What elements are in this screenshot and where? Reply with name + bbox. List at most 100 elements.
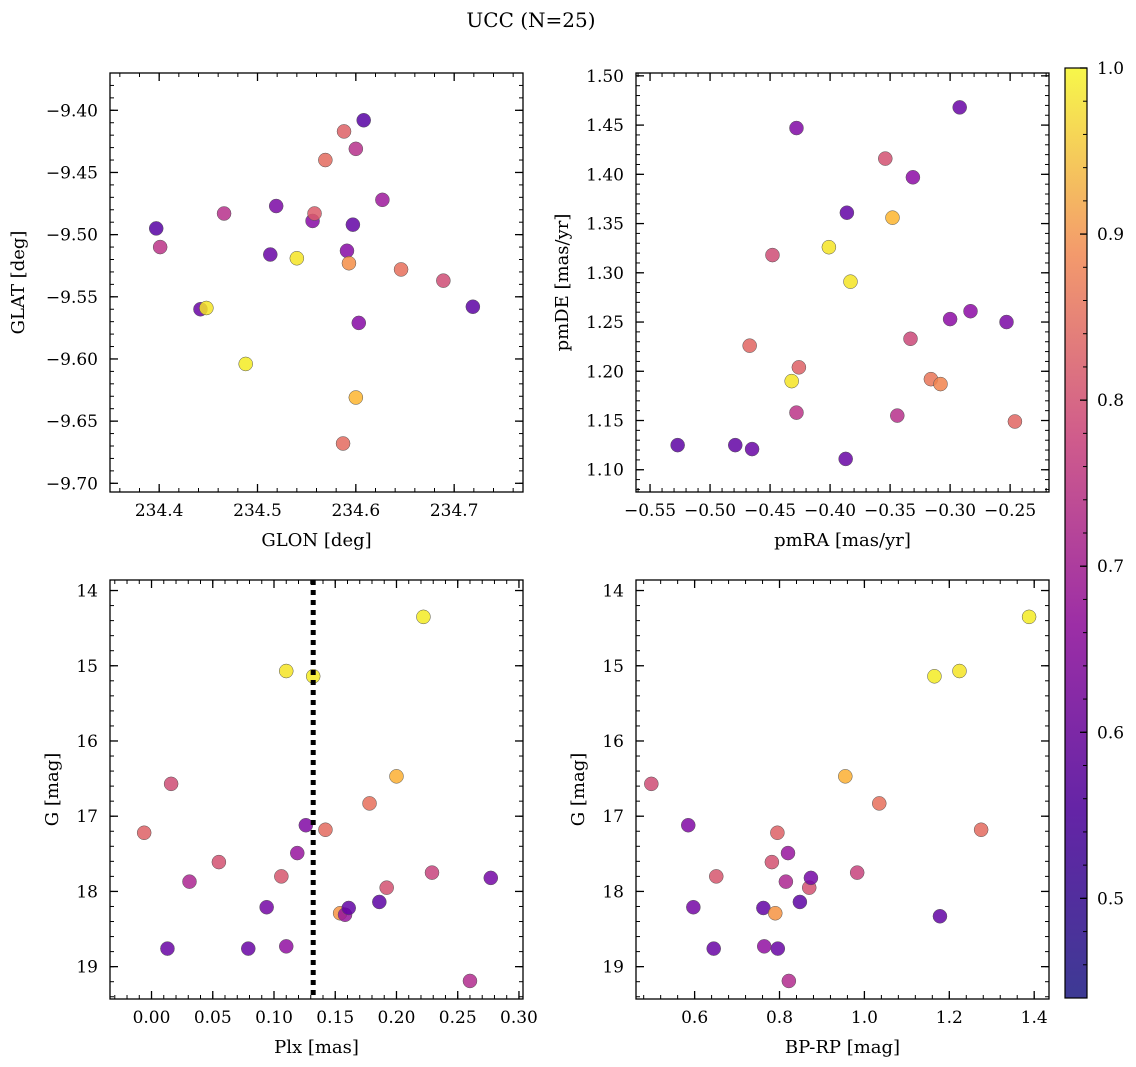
scatter-point: [462, 973, 478, 989]
scatter-point: [780, 845, 796, 861]
scatter-point: [199, 300, 214, 316]
scatter-point: [290, 845, 305, 861]
scatter-point: [839, 205, 855, 220]
colorbar-tick-label: 1.0: [1097, 59, 1124, 79]
scatter-point: [744, 441, 760, 457]
scatter-point: [770, 941, 786, 956]
axes-frame: [109, 579, 524, 1000]
scatter-point: [211, 854, 227, 870]
x-tick-label: 0.15: [316, 1008, 354, 1028]
x-tick-label: 0.00: [133, 1008, 171, 1028]
scatter-point: [765, 247, 780, 263]
y-tick-label: 17: [602, 807, 624, 827]
y-tick-label: 19: [602, 958, 624, 978]
scatter-point: [375, 192, 390, 208]
y-axis-label: G [mag]: [568, 753, 589, 826]
scatter-point: [416, 609, 431, 625]
y-tick-label: −9.45: [46, 163, 98, 183]
x-tick-label: 234.7: [430, 501, 479, 521]
minor-ticks: [110, 72, 523, 492]
scatter-point: [424, 865, 440, 880]
scatter-point: [791, 360, 807, 375]
scatter-point: [709, 869, 724, 884]
scatter-point: [268, 198, 284, 214]
scatter-point: [681, 817, 696, 833]
x-tick-label: 0.10: [255, 1008, 293, 1028]
y-tick-label: −9.70: [46, 474, 98, 494]
scatter-point: [789, 405, 804, 420]
y-tick-label: 18: [602, 882, 624, 902]
scatter-points: [644, 609, 1037, 989]
scatter-points: [136, 609, 499, 989]
y-tick-label: 1.25: [586, 313, 624, 333]
axes-frame: [635, 72, 1050, 493]
scatter-point: [905, 170, 921, 185]
scatter-point: [148, 221, 164, 236]
scatter-point: [307, 206, 322, 221]
scatter-point: [803, 870, 819, 886]
y-tick-label: −9.55: [46, 288, 98, 308]
axes-frame: [635, 579, 1050, 1000]
x-tick-label: 0.30: [500, 1008, 538, 1028]
colorbar-ticks: 0.5 0.6 0.7 0.8 0.9 1.0: [1080, 59, 1124, 999]
scatter-point: [278, 939, 294, 954]
y-axis-label: GLAT [deg]: [8, 231, 29, 335]
scatter-point: [278, 663, 294, 679]
scatter-point: [341, 255, 357, 271]
y-tick-label: 1.15: [586, 412, 624, 432]
x-tick-label: −0.40: [804, 501, 856, 521]
scatter-point: [241, 941, 256, 956]
colorbar-tick-label: 0.8: [1097, 391, 1124, 411]
scatter-point: [770, 825, 785, 841]
scatter-point: [903, 331, 918, 347]
x-tick-label: 0.05: [194, 1008, 232, 1028]
y-tick-label: −9.40: [46, 101, 98, 121]
scatter-point: [351, 315, 367, 331]
x-tick-label: −0.45: [744, 501, 796, 521]
x-tick-label: 0.20: [378, 1008, 416, 1028]
scatter-point: [259, 899, 274, 915]
major-ticks: [110, 73, 523, 492]
scatter-point: [764, 854, 780, 870]
scatter-point: [838, 769, 853, 784]
scatter-point: [849, 865, 865, 880]
major-ticks: [110, 580, 523, 999]
x-tick-label: 1.0: [851, 1008, 878, 1028]
scatter-point: [670, 437, 685, 453]
y-tick-label: 1.30: [586, 264, 624, 284]
scatter-point: [872, 796, 887, 811]
scatter-points: [670, 100, 1023, 467]
scatter-point: [942, 311, 958, 327]
scatter-point: [345, 217, 361, 232]
scatter-point: [789, 120, 804, 136]
panel-plx-g: 0.00 0.05 0.10 0.15 0.20 0.25 0.30 14 15 16 17 18 19…: [42, 579, 538, 1058]
scatter-point: [263, 247, 278, 262]
colorbar-tick-label: 0.6: [1097, 723, 1124, 743]
y-tick-label: 1.50: [586, 67, 624, 87]
scatter-point: [963, 303, 978, 319]
scatter-point: [238, 356, 253, 372]
colorbar: 0.5 0.6 0.7 0.8 0.9 1.0: [1064, 59, 1124, 999]
x-tick-label: −0.55: [624, 501, 676, 521]
x-tick-label: −0.30: [924, 501, 976, 521]
y-tick-label: 15: [602, 657, 624, 677]
y-tick-label: −9.65: [46, 412, 98, 432]
scatter-point: [393, 262, 409, 277]
y-tick-label: 1.10: [586, 461, 624, 481]
scatter-point: [341, 900, 356, 916]
y-axis-label: pmDE [mas/yr]: [552, 214, 573, 352]
scatter-point: [821, 239, 837, 255]
scatter-point: [336, 124, 352, 139]
colorbar-tick-label: 0.9: [1097, 225, 1124, 245]
x-axis-label: BP-RP [mag]: [785, 1037, 900, 1058]
scatter-point: [890, 408, 905, 423]
scatter-point: [973, 822, 989, 837]
plot-panels: 234.4 234.5 234.6 234.7 −9.40 −9.45 −9.50 −9.55…: [8, 67, 1050, 1058]
y-axis-label: G [mag]: [42, 753, 63, 826]
scatter-point: [389, 769, 404, 784]
panel-bprp-g: 0.6 0.8 1.0 1.2 1.4 14 15 16 17 18 19 BP-RP [mag] G …: [568, 579, 1050, 1058]
scatter-point: [933, 376, 948, 392]
minor-ticks: [636, 73, 1049, 492]
scatter-point: [136, 825, 152, 841]
scatter-point: [932, 909, 948, 924]
